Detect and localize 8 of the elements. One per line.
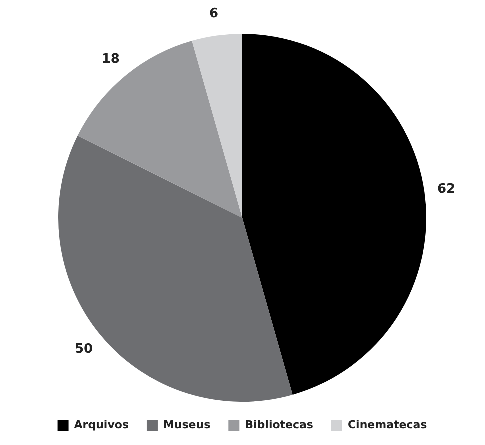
data-label: 6	[210, 6, 219, 22]
legend-label: Bibliotecas	[245, 418, 314, 432]
legend-label: Museus	[163, 418, 212, 432]
legend-label: Cinematecas	[348, 418, 428, 432]
legend-label: Arquivos	[74, 418, 130, 432]
data-label: 62	[437, 182, 456, 197]
data-label: 18	[102, 52, 120, 67]
data-label: 50	[74, 342, 94, 357]
